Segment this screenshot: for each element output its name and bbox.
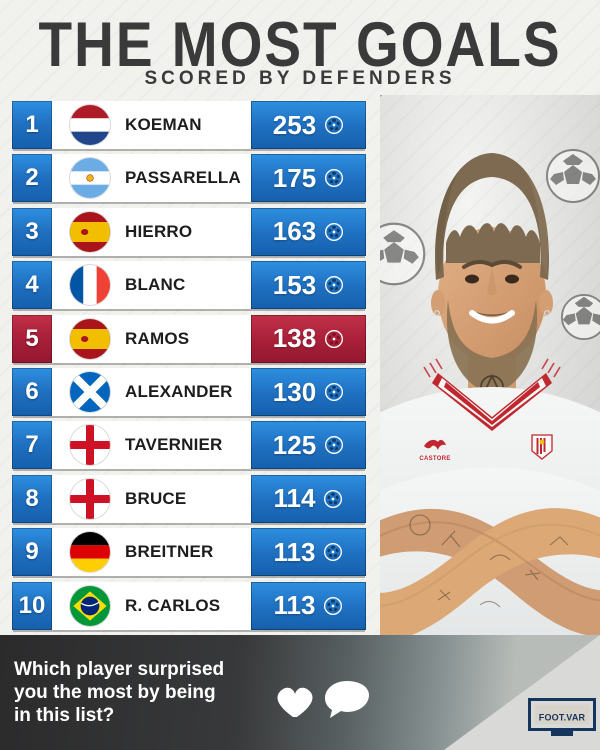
svg-text:FOOT.VAR: FOOT.VAR xyxy=(539,712,586,722)
svg-text:CASTORE: CASTORE xyxy=(419,456,450,462)
